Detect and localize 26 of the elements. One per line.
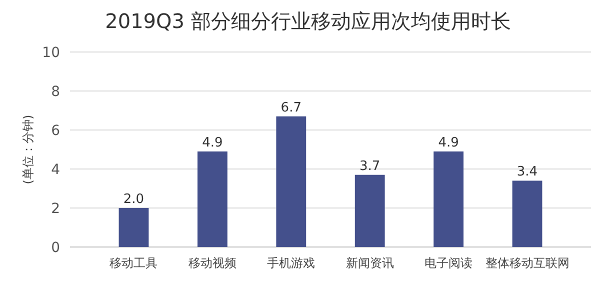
- data-label: 4.9: [438, 135, 459, 150]
- y-tick-label: 10: [42, 44, 60, 61]
- data-label: 6.7: [280, 100, 302, 116]
- bar: [276, 116, 306, 247]
- data-label: 4.9: [202, 135, 223, 150]
- y-tick-label: 6: [51, 122, 60, 139]
- x-tick-label: 整体移动互联网: [485, 256, 570, 270]
- chart-title: 2019Q3 部分细分行业移动应用次均使用时长: [105, 9, 511, 33]
- y-tick-label: 0: [51, 240, 60, 256]
- x-tick-label: 移动视频: [188, 256, 236, 270]
- data-label: 3.4: [516, 164, 538, 180]
- y-axis-title: (单位：分钟): [21, 114, 35, 184]
- bar: [512, 180, 542, 247]
- y-tick-label: 2: [51, 200, 60, 217]
- x-tick-label: 电子阅读: [424, 256, 473, 270]
- data-label: 3.7: [360, 158, 380, 174]
- y-tick-label: 8: [51, 84, 60, 100]
- x-tick-label: 新闻资讯: [346, 256, 394, 270]
- x-tick-label: 手机游戏: [267, 256, 316, 270]
- bar: [354, 174, 385, 247]
- bar: [434, 151, 464, 247]
- bar: [118, 208, 149, 247]
- y-tick-label: 4: [51, 162, 60, 178]
- data-label: 2.0: [123, 192, 144, 207]
- bar: [197, 151, 228, 247]
- x-tick-label: 移动工具: [110, 256, 158, 270]
